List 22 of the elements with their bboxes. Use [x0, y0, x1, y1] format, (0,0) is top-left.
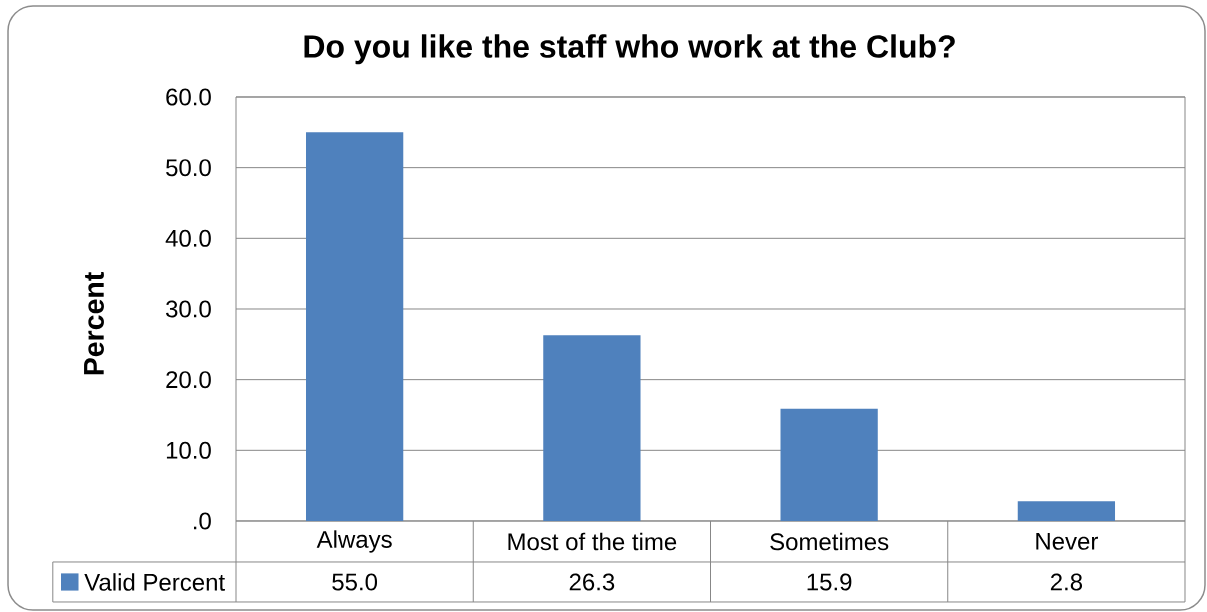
data-label: 2.8 — [1050, 573, 1083, 591]
data-label: 26.3 — [569, 573, 615, 591]
x-tick-label: Always — [316, 530, 392, 553]
y-tick-label: 50.0 — [166, 159, 211, 177]
bar — [780, 408, 878, 521]
x-tick-label: Never — [1036, 533, 1098, 550]
chart-title: Do you like the staff who work at the Club? — [304, 34, 955, 65]
y-tick-label: .0 — [193, 512, 211, 530]
y-tick-label: 60.0 — [166, 88, 211, 106]
y-tick-label: 20.0 — [166, 371, 211, 389]
x-tick-label: Sometimes — [770, 532, 889, 551]
bar — [1017, 501, 1116, 521]
legend-label: Valid Percent — [84, 573, 225, 591]
y-tick-label: 10.0 — [166, 441, 211, 459]
y-axis-title: Percent — [84, 272, 104, 375]
bar — [543, 335, 641, 521]
y-tick-label: 30.0 — [166, 300, 211, 318]
data-label: 15.9 — [807, 573, 852, 591]
y-tick-label: 40.0 — [165, 229, 211, 247]
bar — [306, 132, 404, 521]
data-label: 55.0 — [332, 573, 378, 591]
x-tick-label: Most of the time — [508, 532, 677, 551]
